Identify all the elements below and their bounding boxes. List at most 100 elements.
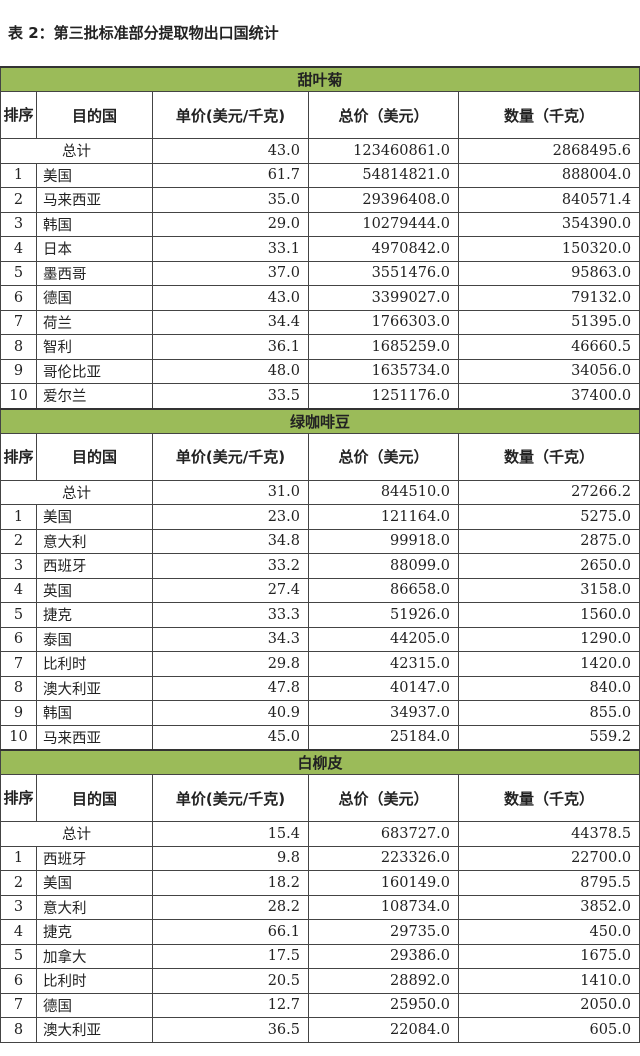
section-header-row: 甜叶菊 bbox=[0, 66, 640, 92]
country-cell: 美国 bbox=[36, 504, 153, 530]
header-rank: 排序 bbox=[0, 432, 37, 481]
header-rank: 排序 bbox=[0, 91, 37, 139]
rank-cell: 3 bbox=[0, 553, 37, 579]
country-cell: 荷兰 bbox=[36, 309, 153, 335]
total-price-cell: 29396408.0 bbox=[308, 187, 459, 213]
header-rank: 排序 bbox=[0, 774, 37, 822]
total-total-price: 844510.0 bbox=[308, 479, 459, 505]
rank-cell: 2 bbox=[0, 528, 37, 554]
section-header-row: 绿咖啡豆 bbox=[0, 407, 640, 434]
table-row: 3 意大利 28.2 108734.0 3852.0 bbox=[0, 894, 640, 920]
total-price-cell: 54814821.0 bbox=[308, 162, 459, 188]
quantity-cell: 3158.0 bbox=[457, 577, 640, 603]
country-cell: 意大利 bbox=[36, 528, 153, 554]
table-row: 8 澳大利亚 36.5 22084.0 605.0 bbox=[0, 1017, 640, 1043]
unit-price-cell: 20.5 bbox=[152, 968, 309, 994]
table-row: 4 日本 33.1 4970842.0 150320.0 bbox=[0, 236, 640, 262]
rank-cell: 1 bbox=[0, 845, 37, 871]
country-cell: 德国 bbox=[36, 992, 153, 1018]
total-price-cell: 40147.0 bbox=[308, 675, 459, 701]
country-cell: 捷克 bbox=[36, 602, 153, 628]
quantity-cell: 888004.0 bbox=[457, 162, 640, 188]
quantity-cell: 605.0 bbox=[457, 1017, 640, 1043]
quantity-cell: 1420.0 bbox=[457, 651, 640, 677]
table-row: 8 澳大利亚 47.8 40147.0 840.0 bbox=[0, 675, 640, 701]
rank-cell: 2 bbox=[0, 870, 37, 896]
column-header-row: 排序 目的国 单价(美元/千克) 总价（美元） 数量（千克） bbox=[0, 774, 640, 822]
unit-price-cell: 40.9 bbox=[152, 700, 309, 726]
total-price-cell: 88099.0 bbox=[308, 553, 459, 579]
unit-price-cell: 12.7 bbox=[152, 992, 309, 1018]
table-row: 3 西班牙 33.2 88099.0 2650.0 bbox=[0, 553, 640, 579]
table-row: 1 美国 61.7 54814821.0 888004.0 bbox=[0, 162, 640, 188]
total-price-cell: 223326.0 bbox=[308, 845, 459, 871]
table-row: 9 哥伦比亚 48.0 1635734.0 34056.0 bbox=[0, 358, 640, 384]
total-label: 总计 bbox=[0, 479, 153, 505]
country-cell: 德国 bbox=[36, 285, 153, 311]
quantity-cell: 1675.0 bbox=[457, 943, 640, 969]
header-unit-price: 单价(美元/千克) bbox=[152, 91, 309, 139]
total-price-cell: 25950.0 bbox=[308, 992, 459, 1018]
table-title: 表 2：第三批标准部分提取物出口国统计 bbox=[8, 24, 279, 42]
quantity-cell: 51395.0 bbox=[457, 309, 640, 335]
country-cell: 日本 bbox=[36, 236, 153, 262]
table-row: 5 加拿大 17.5 29386.0 1675.0 bbox=[0, 943, 640, 969]
total-unit-price: 31.0 bbox=[152, 479, 309, 505]
table-row: 1 美国 23.0 121164.0 5275.0 bbox=[0, 504, 640, 530]
section-header-row: 白柳皮 bbox=[0, 749, 640, 775]
rank-cell: 9 bbox=[0, 358, 37, 384]
unit-price-cell: 9.8 bbox=[152, 845, 309, 871]
total-price-cell: 99918.0 bbox=[308, 528, 459, 554]
table-row: 4 捷克 66.1 29735.0 450.0 bbox=[0, 919, 640, 945]
unit-price-cell: 48.0 bbox=[152, 358, 309, 384]
country-cell: 泰国 bbox=[36, 626, 153, 652]
rank-cell: 4 bbox=[0, 236, 37, 262]
rank-cell: 7 bbox=[0, 992, 37, 1018]
quantity-cell: 95863.0 bbox=[457, 260, 640, 286]
column-header-row: 排序 目的国 单价(美元/千克) 总价（美元） 数量（千克） bbox=[0, 432, 640, 481]
rank-cell: 4 bbox=[0, 919, 37, 945]
country-cell: 比利时 bbox=[36, 968, 153, 994]
table-row: 6 泰国 34.3 44205.0 1290.0 bbox=[0, 626, 640, 652]
column-header-row: 排序 目的国 单价(美元/千克) 总价（美元） 数量（千克） bbox=[0, 91, 640, 139]
total-price-cell: 1251176.0 bbox=[308, 383, 459, 409]
header-country: 目的国 bbox=[36, 91, 153, 139]
quantity-cell: 840.0 bbox=[457, 675, 640, 701]
total-price-cell: 51926.0 bbox=[308, 602, 459, 628]
total-row: 总计 43.0 123460861.0 2868495.6 bbox=[0, 138, 640, 164]
unit-price-cell: 43.0 bbox=[152, 285, 309, 311]
country-cell: 韩国 bbox=[36, 700, 153, 726]
unit-price-cell: 33.2 bbox=[152, 553, 309, 579]
country-cell: 加拿大 bbox=[36, 943, 153, 969]
table-row: 10 马来西亚 45.0 25184.0 559.2 bbox=[0, 724, 640, 751]
country-cell: 马来西亚 bbox=[36, 187, 153, 213]
rank-cell: 8 bbox=[0, 334, 37, 360]
header-unit-price: 单价(美元/千克) bbox=[152, 432, 309, 481]
rank-cell: 8 bbox=[0, 675, 37, 701]
quantity-cell: 1410.0 bbox=[457, 968, 640, 994]
header-country: 目的国 bbox=[36, 432, 153, 481]
quantity-cell: 1560.0 bbox=[457, 602, 640, 628]
export-statistics-table: 甜叶菊 排序 目的国 单价(美元/千克) 总价（美元） 数量（千克） 总计 43.0 12346… bbox=[0, 66, 640, 1043]
country-cell: 美国 bbox=[36, 162, 153, 188]
header-total-price: 总价（美元） bbox=[308, 432, 459, 481]
rank-cell: 1 bbox=[0, 504, 37, 530]
rank-cell: 2 bbox=[0, 187, 37, 213]
quantity-cell: 559.2 bbox=[457, 724, 640, 751]
total-label: 总计 bbox=[0, 821, 153, 847]
unit-price-cell: 35.0 bbox=[152, 187, 309, 213]
country-cell: 英国 bbox=[36, 577, 153, 603]
quantity-cell: 450.0 bbox=[457, 919, 640, 945]
country-cell: 美国 bbox=[36, 870, 153, 896]
total-quantity: 44378.5 bbox=[457, 821, 640, 847]
total-price-cell: 3551476.0 bbox=[308, 260, 459, 286]
unit-price-cell: 37.0 bbox=[152, 260, 309, 286]
section-title: 绿咖啡豆 bbox=[0, 407, 640, 434]
total-price-cell: 22084.0 bbox=[308, 1017, 459, 1043]
table-row: 2 马来西亚 35.0 29396408.0 840571.4 bbox=[0, 187, 640, 213]
table-row: 7 荷兰 34.4 1766303.0 51395.0 bbox=[0, 309, 640, 335]
rank-cell: 9 bbox=[0, 700, 37, 726]
table-row: 9 韩国 40.9 34937.0 855.0 bbox=[0, 700, 640, 726]
unit-price-cell: 47.8 bbox=[152, 675, 309, 701]
unit-price-cell: 34.3 bbox=[152, 626, 309, 652]
